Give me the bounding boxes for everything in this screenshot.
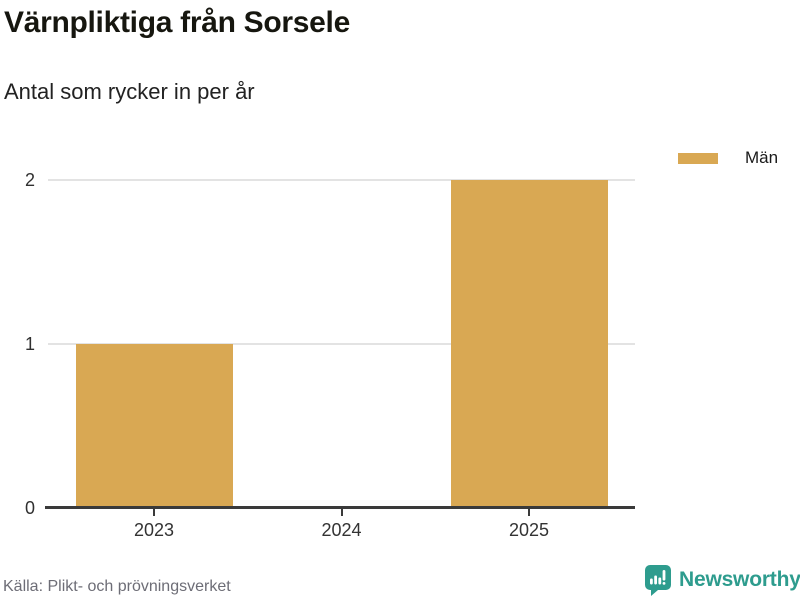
gridline-2 <box>48 179 635 181</box>
x-axis-line <box>45 506 635 509</box>
chart-subtitle: Antal som rycker in per år <box>4 79 255 104</box>
y-axis-tick-label: 1 <box>24 334 35 354</box>
x-axis-tick-label: 2024 <box>321 520 362 540</box>
x-axis-tick-mark <box>528 509 530 516</box>
x-axis-tick-label: 2023 <box>133 520 175 540</box>
y-axis-tick-label: 0 <box>24 498 35 518</box>
legend-swatch-man <box>678 152 718 164</box>
newsworthy-logo-text: Newsworthy <box>679 568 800 591</box>
newsworthy-logo: Newsworthy <box>644 564 800 596</box>
x-axis-tick-mark <box>340 509 343 516</box>
x-axis-tick-label: 2025 <box>508 520 550 540</box>
legend-label-man: Män <box>745 148 779 167</box>
source-note: Källa: Plikt- och prövningsverket <box>3 578 231 595</box>
legend: Män <box>678 148 778 168</box>
y-axis-tick-label: 2 <box>24 170 35 190</box>
gridline-1 <box>48 343 635 345</box>
bar-2023 <box>75 344 233 508</box>
newsworthy-logo-icon <box>645 565 671 596</box>
chart-title: Värnpliktiga från Sorsele <box>4 6 350 39</box>
x-axis-tick-mark <box>153 509 155 516</box>
bar-2025 <box>450 180 608 508</box>
